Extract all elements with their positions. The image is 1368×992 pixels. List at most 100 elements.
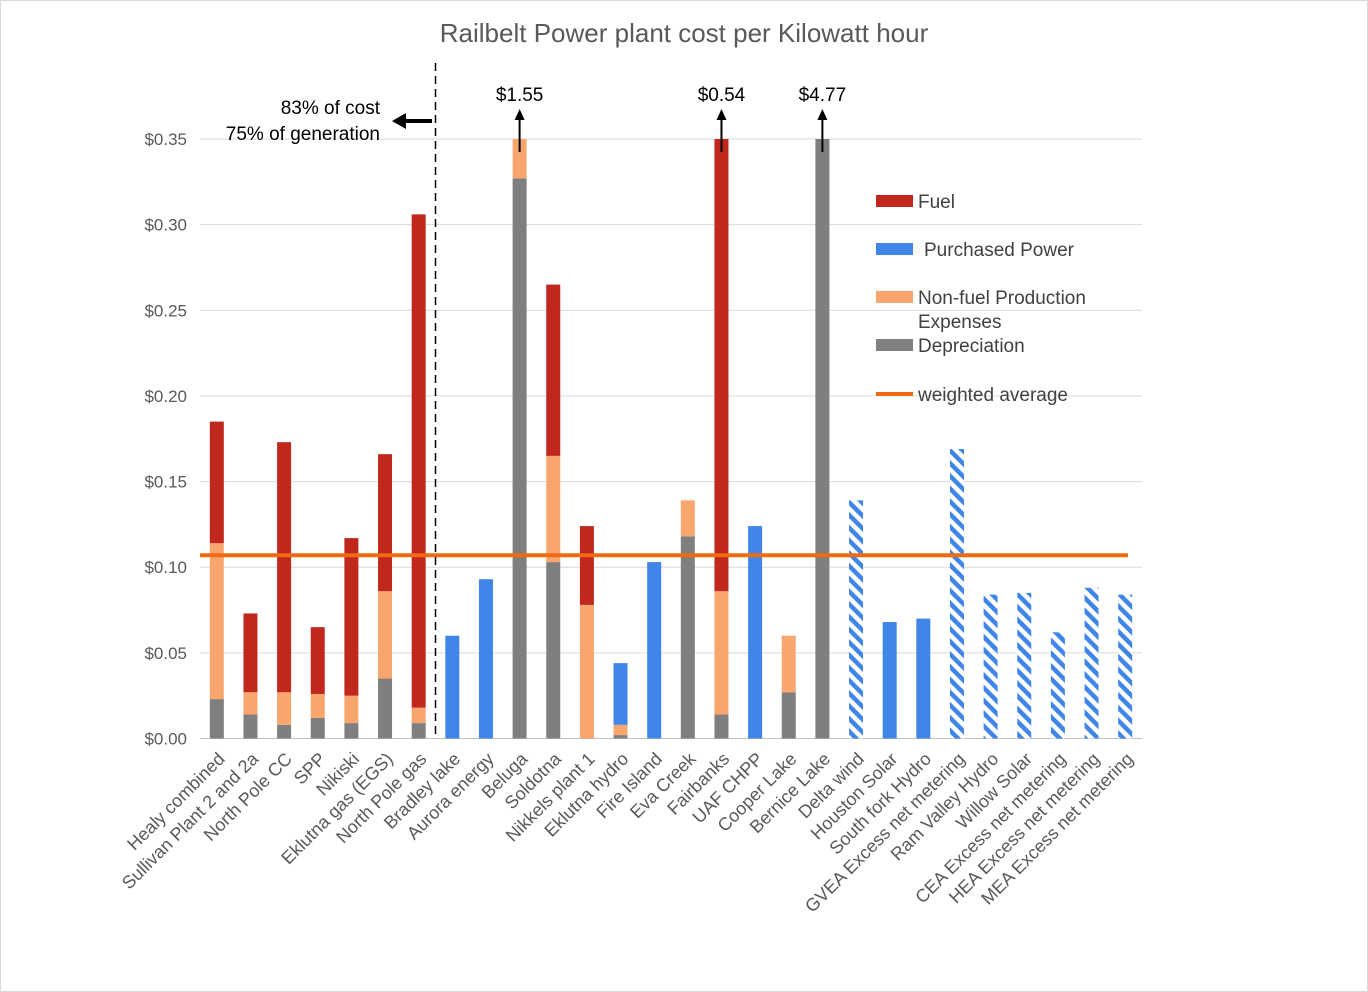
bar-stack xyxy=(882,622,897,739)
bar-stack xyxy=(613,663,628,739)
bar-stack xyxy=(243,613,258,739)
legend-label: weighted average xyxy=(917,385,1068,406)
legend-swatch xyxy=(876,195,913,207)
bar-purchased-power xyxy=(1017,592,1032,739)
y-tick-label: $0.00 xyxy=(144,730,187,749)
generation-share-label: 75% of generation xyxy=(226,124,380,145)
bar-depreciation xyxy=(714,714,729,739)
bar-stack xyxy=(983,594,998,739)
bar-depreciation xyxy=(310,717,325,739)
bar-stack xyxy=(1017,592,1032,739)
bar-fuel xyxy=(546,284,561,456)
bar-non-fuel-production-expenses xyxy=(680,500,695,537)
bar-purchased-power xyxy=(1118,594,1133,739)
left-arrow-head xyxy=(392,113,406,129)
bar-stack xyxy=(849,500,864,739)
y-tick-label: $0.05 xyxy=(144,644,187,663)
overflow-arrow-head xyxy=(716,109,727,120)
bar-fuel xyxy=(344,538,359,696)
bar-non-fuel-production-expenses xyxy=(781,635,796,693)
bar-purchased-power xyxy=(983,594,998,739)
bar-stack xyxy=(378,454,393,739)
bar-stack xyxy=(714,139,729,739)
legend-swatch xyxy=(876,291,913,303)
legend-label: Non-fuel Production xyxy=(918,288,1086,309)
bar-depreciation xyxy=(411,723,426,739)
bar-non-fuel-production-expenses xyxy=(512,139,527,179)
legend-swatch xyxy=(876,339,913,351)
bar-stack xyxy=(1118,594,1133,739)
bar-purchased-power xyxy=(445,635,460,739)
bar-non-fuel-production-expenses xyxy=(378,591,393,679)
legend-label: Expenses xyxy=(918,312,1001,333)
y-tick-label: $0.15 xyxy=(144,473,187,492)
bar-depreciation xyxy=(512,178,527,739)
bar-fuel xyxy=(209,421,224,544)
bar-stack xyxy=(277,442,292,739)
bar-depreciation xyxy=(378,678,393,739)
y-tick-label: $0.10 xyxy=(144,558,187,577)
bar-non-fuel-production-expenses xyxy=(344,695,359,724)
bar-depreciation xyxy=(815,139,830,739)
bar-depreciation xyxy=(613,735,628,739)
bar-purchased-power xyxy=(1050,632,1065,739)
legend: Fuel Purchased Power Non-fuel Production Ex… xyxy=(876,192,1086,406)
bar-non-fuel-production-expenses xyxy=(714,591,729,715)
bar-stack xyxy=(815,139,830,739)
bars xyxy=(209,139,1133,739)
bar-non-fuel-production-expenses xyxy=(579,604,594,739)
bar-non-fuel-production-expenses xyxy=(243,692,258,715)
y-tick-label: $0.30 xyxy=(144,216,187,235)
overflow-value-label: $1.55 xyxy=(496,85,544,106)
bar-stack xyxy=(478,579,493,739)
bar-fuel xyxy=(579,526,594,605)
y-axis-ticks: $0.00 $0.05 $0.10 $0.15 $0.20 $0.25 $0.30 $0.35 xyxy=(144,130,187,749)
bar-non-fuel-production-expenses xyxy=(310,693,325,718)
overflow-value-label: $0.54 xyxy=(698,85,746,106)
bar-depreciation xyxy=(546,562,561,739)
legend-swatch xyxy=(876,243,913,255)
bar-stack xyxy=(748,526,763,739)
bar-purchased-power xyxy=(882,622,897,739)
bar-stack xyxy=(512,139,527,739)
bar-purchased-power xyxy=(949,449,964,739)
bar-stack xyxy=(445,635,460,739)
bar-purchased-power xyxy=(916,618,931,739)
bar-stack xyxy=(916,618,931,739)
overflow-value-label: $4.77 xyxy=(799,85,847,106)
bar-stack xyxy=(579,526,594,739)
bar-stack xyxy=(680,500,695,739)
bar-purchased-power xyxy=(647,562,662,739)
bar-fuel xyxy=(243,613,258,693)
bar-fuel xyxy=(714,139,729,592)
bar-depreciation xyxy=(344,723,359,739)
bar-purchased-power xyxy=(1084,587,1099,739)
bar-non-fuel-production-expenses xyxy=(209,543,224,700)
bar-depreciation xyxy=(277,724,292,739)
overflow-arrow-head xyxy=(514,109,525,120)
chart-title: Railbelt Power plant cost per Kilowatt h… xyxy=(440,18,929,48)
bar-stack xyxy=(781,635,796,739)
y-tick-label: $0.25 xyxy=(144,301,187,320)
bar-stack xyxy=(1050,632,1065,739)
bar-depreciation xyxy=(209,699,224,739)
bar-depreciation xyxy=(781,692,796,739)
legend-label: Fuel xyxy=(918,192,955,213)
bar-stack xyxy=(1084,587,1099,739)
legend-label: Depreciation xyxy=(918,336,1025,357)
cost-share-label: 83% of cost xyxy=(281,98,381,119)
bar-non-fuel-production-expenses xyxy=(546,455,561,563)
overflow-arrow-head xyxy=(817,109,828,120)
bar-stack xyxy=(546,284,561,739)
bar-stack xyxy=(647,562,662,739)
bar-purchased-power xyxy=(478,579,493,739)
bar-non-fuel-production-expenses xyxy=(613,724,628,736)
bar-non-fuel-production-expenses xyxy=(277,692,292,725)
bar-purchased-power xyxy=(849,500,864,739)
bar-stack xyxy=(310,627,325,739)
bar-depreciation xyxy=(680,536,695,739)
bar-fuel xyxy=(411,214,426,708)
bar-stack xyxy=(949,449,964,739)
